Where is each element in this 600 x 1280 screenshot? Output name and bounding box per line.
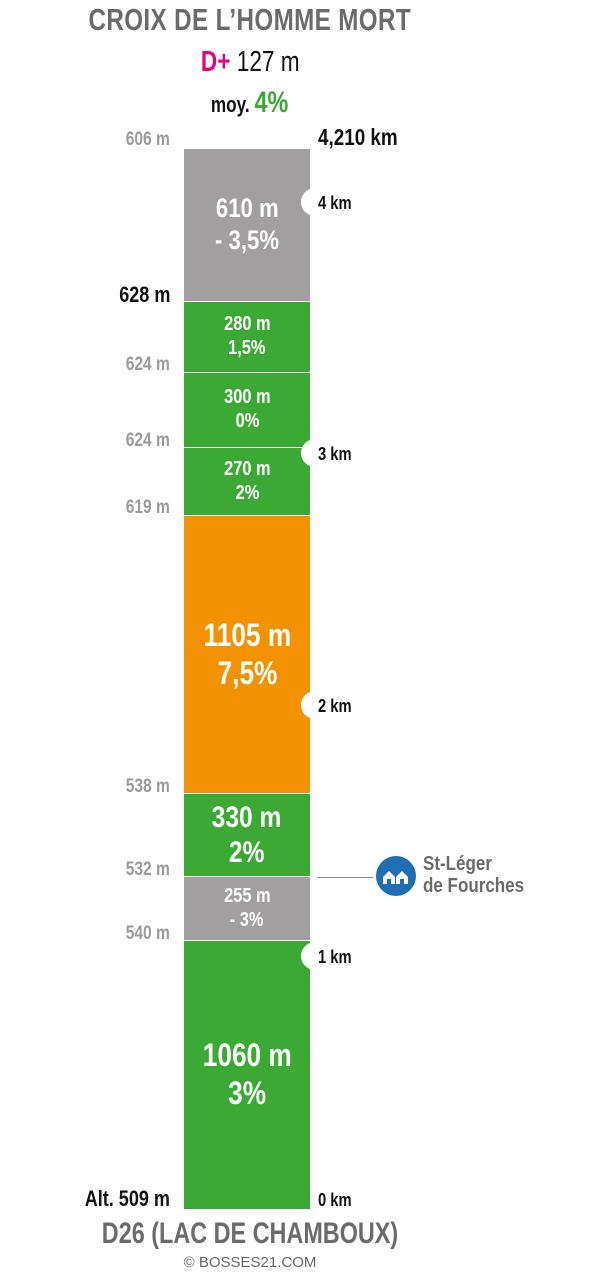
- altitude-label: 628 m: [118, 282, 170, 307]
- altitude-label: Alt. 509 m: [84, 1186, 170, 1211]
- segment-3: 300 m 0%: [184, 373, 310, 447]
- gain-value: 127 m: [236, 46, 300, 78]
- segment-length: 330 m: [212, 800, 282, 834]
- altitude-label: 606 m: [125, 129, 170, 150]
- segment-length: 300 m: [223, 386, 271, 409]
- segment-6: 330 m 2%: [184, 794, 310, 876]
- segment-length: 610 m: [215, 193, 279, 224]
- segment-4: 270 m 2%: [184, 448, 310, 515]
- village-leader-line: [317, 877, 373, 878]
- altitude-label: 619 m: [125, 497, 170, 518]
- km-marker: 1 km: [318, 947, 352, 967]
- village-line-1: St-Léger: [423, 853, 492, 875]
- segment-1: 610 m - 3,5%: [184, 149, 310, 301]
- km-notch: [301, 942, 319, 970]
- avg-label: moy.: [211, 92, 251, 117]
- average-grade: moy. 4%: [0, 86, 500, 120]
- segment-grade: 1,5%: [228, 337, 266, 359]
- altitude-label: 532 m: [125, 859, 170, 880]
- avg-value: 4%: [254, 86, 289, 119]
- km-notch: [301, 188, 319, 216]
- altitude-label: 540 m: [125, 923, 170, 944]
- segment-5: 1105 m 7,5%: [184, 516, 310, 793]
- segment-length: 1105 m: [203, 616, 291, 653]
- km-marker: 4 km: [318, 193, 352, 213]
- km-marker: 3 km: [318, 444, 352, 464]
- segment-2: 280 m 1,5%: [184, 302, 310, 372]
- segment-8: 1060 m 3%: [184, 941, 310, 1209]
- credit: © BOSSES21.COM: [183, 1254, 317, 1271]
- segment-length: 280 m: [223, 313, 271, 336]
- km-notch: [301, 691, 319, 719]
- segment-grade: 2%: [229, 836, 265, 869]
- km-marker: 2 km: [318, 696, 352, 716]
- segment-grade: - 3,5%: [214, 225, 279, 255]
- gain-label: D+: [200, 46, 231, 78]
- altitude-label: 624 m: [125, 430, 170, 451]
- climb-title: CROIX DE L’HOMME MORT: [88, 2, 412, 37]
- segment-grade: - 3%: [230, 908, 264, 931]
- start-road: D26 (LAC DE CHAMBOUX): [101, 1217, 399, 1250]
- altitude-label: 624 m: [125, 354, 170, 375]
- total-distance: 4,210 km: [318, 124, 398, 150]
- segment-grade: 0%: [235, 410, 259, 432]
- segment-grade: 2%: [235, 481, 259, 504]
- village-line-2: de Fourches: [423, 875, 525, 897]
- segment-7: 255 m - 3%: [184, 877, 310, 940]
- segment-length: 1060 m: [202, 1037, 292, 1074]
- segment-length: 255 m: [223, 884, 271, 907]
- village-icon: [375, 855, 417, 897]
- km-marker: 0 km: [318, 1190, 352, 1210]
- village-name: St-Léger de Fourches: [423, 853, 524, 897]
- altitude-label: 538 m: [125, 776, 170, 797]
- segment-length: 270 m: [223, 457, 271, 480]
- segment-grade: 7,5%: [217, 654, 277, 691]
- elevation-gain: D+ 127 m: [0, 46, 500, 79]
- segment-grade: 3%: [228, 1075, 266, 1111]
- km-notch: [301, 439, 319, 467]
